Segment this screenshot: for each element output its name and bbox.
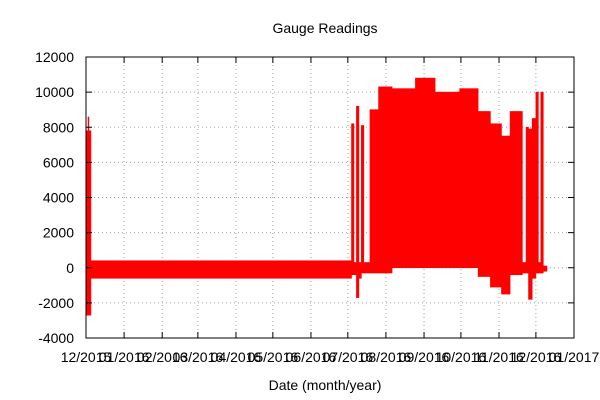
data-segment: [501, 135, 511, 295]
y-tick-label: 10000: [35, 84, 74, 100]
x-tick-label: 07/2016: [323, 349, 374, 365]
x-tick-label: 06/2016: [286, 349, 337, 365]
data-segment: [391, 88, 416, 269]
y-tick-label: -4000: [38, 330, 74, 346]
data-segment: [356, 105, 360, 298]
y-tick-label: 2000: [43, 225, 74, 241]
data-segment: [509, 111, 523, 276]
data-segment: [522, 262, 527, 274]
y-tick-label: 0: [66, 260, 74, 276]
y-tick-label: 4000: [43, 190, 74, 206]
data-segment: [528, 128, 533, 300]
x-tick-label: 10/2016: [436, 349, 487, 365]
x-axis-label: Date (month/year): [269, 377, 382, 393]
x-tick-label: 01/2016: [99, 349, 150, 365]
data-segment: [535, 91, 539, 274]
chart-title: Gauge Readings: [272, 20, 377, 36]
data-segment: [353, 262, 357, 276]
x-tick-label: 01/2017: [549, 349, 600, 365]
x-tick-label: 02/2016: [137, 349, 188, 365]
data-segment: [90, 260, 352, 279]
data-segment: [351, 123, 355, 276]
x-tick-label: 08/2016: [361, 349, 412, 365]
x-tick-label: 09/2016: [399, 349, 450, 365]
y-tick-label: 12000: [35, 49, 74, 65]
data-segment: [361, 125, 365, 274]
data-segment: [358, 262, 362, 279]
plot-frame: [85, 56, 575, 339]
data-segment: [525, 126, 529, 274]
series-gauge-readings: [85, 77, 548, 316]
data-segment: [459, 88, 479, 269]
axes: -4000 -2000 0 2000 4000 6000 8000 10000 12000 12/…: [35, 49, 599, 365]
data-segment: [477, 111, 491, 277]
y-tick-label: 8000: [43, 119, 74, 135]
x-tick-label: 05/2016: [248, 349, 299, 365]
data-segment: [415, 77, 436, 269]
x-tick-label: 11/2016: [474, 349, 524, 365]
data-segment: [378, 86, 393, 274]
x-tick-label: 04/2016: [211, 349, 262, 365]
y-tick-label: 6000: [43, 154, 74, 170]
data-segment: [369, 109, 379, 274]
x-tick-label: 12/2016: [511, 349, 562, 365]
data-segment: [538, 262, 542, 274]
data-segment: [540, 91, 544, 274]
y-tick-label: -2000: [38, 295, 74, 311]
x-tick-label: 03/2016: [173, 349, 224, 365]
x-tick-label: 12/2015: [61, 349, 112, 365]
data-segment: [85, 130, 92, 316]
data-segment: [490, 123, 502, 288]
data-segment: [434, 91, 460, 269]
data-segment: [363, 262, 371, 274]
data-segment: [542, 265, 548, 272]
data-segment: [531, 118, 537, 279]
